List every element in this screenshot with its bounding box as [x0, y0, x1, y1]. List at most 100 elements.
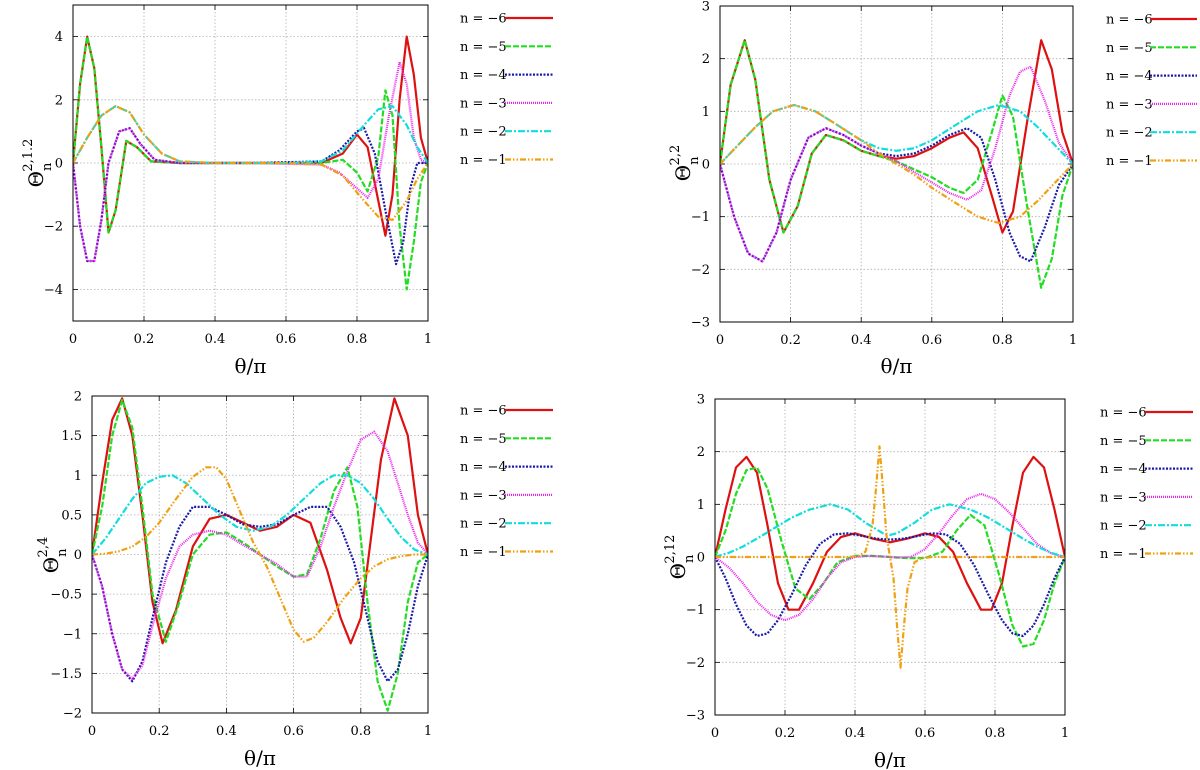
x-axis-label: θ/π	[881, 354, 913, 378]
series-line	[715, 503, 1065, 559]
x-tick-label: 0.2	[775, 726, 796, 741]
y-tick-label: 0	[55, 157, 63, 172]
y-tick-label: −3	[686, 709, 705, 724]
y-tick-label: 4	[55, 30, 63, 45]
x-tick-label: 0.6	[921, 333, 942, 348]
legend-label: n = −4	[1100, 462, 1147, 477]
plot-frame	[91, 395, 429, 714]
legend-label: n = −4	[460, 460, 507, 475]
x-tick-label: 0.8	[985, 726, 1006, 741]
x-tick-label: 0.2	[149, 724, 170, 739]
x-tick-label: 0.4	[216, 724, 237, 739]
y-tick-label: −2	[686, 656, 705, 671]
legend-label: n = −1	[1100, 547, 1147, 562]
x-tick-label: 0.4	[205, 332, 226, 347]
series-line	[92, 397, 428, 645]
y-tick-label: −1	[691, 210, 710, 225]
x-tick-label: 0	[69, 332, 77, 347]
legend-label: n = −5	[1100, 434, 1147, 449]
y-axis-label-base: Θ	[39, 557, 63, 573]
y-tick-label: −1.5	[50, 667, 82, 682]
legend-label: n = −2	[460, 517, 507, 532]
y-tick-label: 1	[74, 469, 82, 484]
y-tick-label: 3	[702, 0, 710, 15]
chart-panel-top-left: 0 0.2 0.4 0.6 0.8 1 −4 −2 0 2 4 θ/π Θn 2,1.2 n = −6 n =…	[21, 4, 553, 378]
plot-frame	[72, 4, 429, 322]
legend-label: n = −6	[460, 404, 507, 419]
y-tick-label: −2	[63, 707, 82, 722]
series-line	[92, 474, 428, 556]
x-axis-label: θ/π	[874, 748, 906, 770]
legend-label: n = −3	[460, 96, 507, 111]
y-axis-label: Θn 2,12	[663, 535, 697, 580]
x-axis-label: θ/π	[235, 354, 267, 378]
x-tick-label: 0	[711, 726, 719, 741]
y-axis-label-base: Θ	[666, 563, 690, 579]
y-axis-label-sup: 2,12	[663, 535, 678, 564]
series-line	[73, 127, 428, 266]
series-line	[92, 466, 428, 643]
y-tick-label: 3	[697, 393, 705, 408]
series-line	[715, 455, 1065, 611]
x-tick-label: 1	[424, 724, 432, 739]
x-tick-label: 0.2	[134, 332, 155, 347]
x-tick-label: 0.8	[347, 332, 368, 347]
chart-panel-bottom-right: 0 0.2 0.4 0.6 0.8 1 −3 −2 −1 0 1 2 3 θ/π Θn 2,12 n = −6 n…	[663, 393, 1193, 770]
legend-label: n = −1	[1106, 154, 1153, 169]
y-axis-label-sup: 2,4	[36, 537, 51, 558]
y-tick-label: −1	[63, 627, 82, 642]
series-line	[73, 35, 428, 237]
legend-label: n = −6	[1100, 406, 1147, 421]
legend-label: n = −4	[1106, 69, 1153, 84]
y-tick-label: 0	[697, 551, 705, 566]
y-axis-label: Θn 2,1.2	[21, 139, 55, 188]
y-tick-label: 0.5	[61, 508, 82, 523]
series-line	[715, 532, 1065, 638]
legend-label: n = −2	[1106, 126, 1153, 141]
y-tick-label: 2	[702, 52, 710, 67]
legend-label: n = −5	[1106, 41, 1153, 56]
plot-frame	[714, 398, 1066, 716]
series-line	[720, 103, 1073, 225]
series-line	[720, 127, 1073, 263]
x-tick-label: 0.8	[992, 333, 1013, 348]
legend-label: n = −1	[460, 545, 507, 560]
y-tick-label: 1	[697, 498, 705, 513]
plot-frame	[719, 5, 1074, 323]
series-line	[73, 60, 428, 263]
y-tick-label: 2	[55, 93, 63, 108]
x-tick-label: 0.8	[350, 724, 371, 739]
x-axis-label: θ/π	[244, 746, 276, 770]
legend-label: n = −4	[460, 68, 507, 83]
legend-label: n = −6	[1106, 13, 1153, 28]
y-tick-label: −4	[44, 283, 63, 298]
series-line	[92, 430, 428, 681]
y-axis-label-sup: 2,2	[668, 145, 683, 166]
legend-label: n = −3	[1100, 490, 1147, 505]
x-tick-label: 1	[424, 332, 432, 347]
y-tick-label: 0	[702, 158, 710, 173]
legend-label: n = −3	[1106, 97, 1153, 112]
legend-label: n = −5	[460, 40, 507, 55]
y-axis-label-sup: 2,1.2	[21, 139, 36, 172]
y-tick-label: 0	[74, 548, 82, 563]
series-line	[73, 104, 428, 221]
y-tick-label: 2	[697, 445, 705, 460]
chart-panel-bottom-left: 0 0.2 0.4 0.6 0.8 1 −2 −1.5 −1 −0.5 0 0.5 1 1.5 2 θ/π Θn…	[36, 390, 553, 770]
x-tick-label: 0.6	[276, 332, 297, 347]
series-line	[715, 445, 1065, 669]
y-axis-label-sub: n	[40, 162, 55, 171]
y-tick-label: 1.5	[61, 429, 82, 444]
y-axis-label: Θn 2,4	[36, 537, 70, 573]
x-tick-label: 0.6	[915, 726, 936, 741]
y-tick-label: −2	[44, 220, 63, 235]
legend-label: n = −1	[460, 153, 507, 168]
y-axis-label-sub: n	[687, 156, 702, 165]
y-tick-label: 1	[702, 105, 710, 120]
y-axis-label: Θn 2,2	[668, 145, 702, 181]
y-tick-label: 2	[74, 390, 82, 405]
x-tick-label: 0.2	[780, 333, 801, 348]
legend-label: n = −2	[460, 125, 507, 140]
chart-panel-top-right: 0 0.2 0.4 0.6 0.8 1 −3 −2 −1 0 1 2 3 θ/π Θn 2,2 n = −6 n …	[668, 0, 1197, 378]
